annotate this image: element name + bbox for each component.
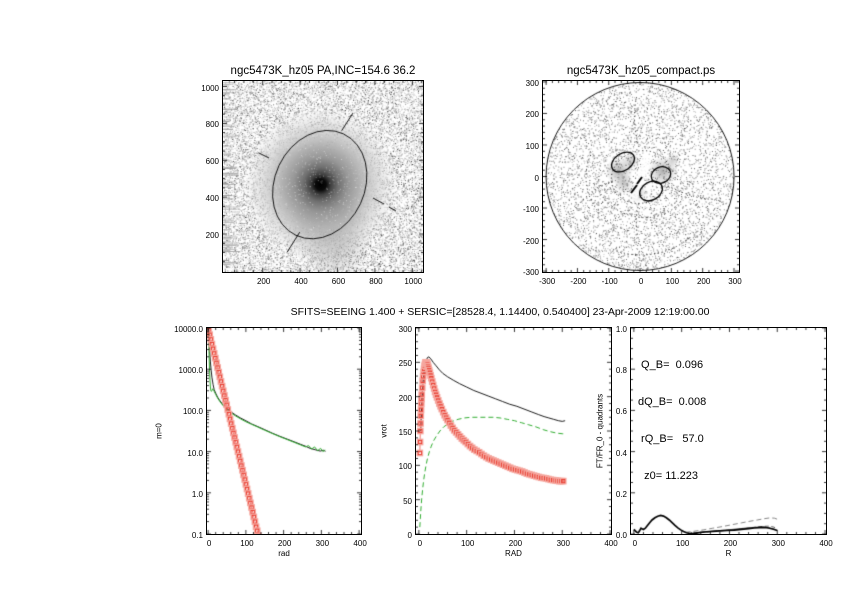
- tick-label: 100.0: [165, 407, 203, 416]
- galaxy-image-title: ngc5473K_hz05 PA,INC=154.6 36.2: [163, 65, 483, 77]
- tick-label: 600: [325, 277, 351, 286]
- profile-y-axis-label: m=0: [155, 423, 164, 439]
- tick-label: 10000.0: [165, 325, 203, 334]
- tick-label: 200: [691, 277, 717, 286]
- surface-brightness-panel: m=0 rad 0 100 200 300 400 10000.0 1000.0 100.0 1…: [206, 327, 362, 535]
- tick-label: 200: [502, 539, 528, 548]
- tick-label: 0.2: [609, 490, 627, 499]
- tick-label: 1.0: [609, 325, 627, 334]
- tick-label: 300: [309, 539, 335, 548]
- tick-label: 400: [288, 277, 314, 286]
- tick-label: -100: [597, 277, 623, 286]
- tick-label: 1.0: [165, 490, 203, 499]
- tick-label: 10.0: [165, 449, 203, 458]
- residual-map-canvas: [543, 81, 739, 272]
- rotation-curve-canvas: [416, 328, 611, 534]
- fit-param-z0: z0= 11.223: [638, 470, 706, 482]
- figure-page: ngc5473K_hz05 PA,INC=154.6 36.2 200 400 60…: [0, 0, 842, 595]
- residual-map-panel: ngc5473K_hz05_compact.ps -300 -200 -100 0 10…: [542, 80, 740, 273]
- tick-label: 0.0: [609, 531, 627, 540]
- fit-param-dqb: dQ_B= 0.008: [638, 396, 706, 408]
- tick-label: 300: [392, 325, 412, 334]
- tick-label: -300: [534, 277, 560, 286]
- tick-label: 0.6: [609, 407, 627, 416]
- tick-label: 800: [197, 120, 219, 129]
- tick-label: 0.1: [165, 531, 203, 540]
- tick-label: 0.4: [609, 449, 627, 458]
- rotation-curve-panel: vrot RAD 0 100 200 300 400 0 50 100 150 200 250 300: [415, 327, 612, 535]
- tick-label: 0.8: [609, 366, 627, 375]
- tick-label: 200: [392, 394, 412, 403]
- tick-label: 1000.0: [165, 366, 203, 375]
- fourier-quadrants-panel: FT/FR_0 - quadrants R Q_B= 0.096 dQ_B= 0…: [630, 327, 827, 535]
- tick-label: 100: [515, 142, 539, 151]
- rotation-x-axis-label: RAD: [416, 549, 611, 558]
- tick-label: 800: [363, 277, 389, 286]
- tick-label: 200: [717, 539, 743, 548]
- fourier-x-axis-label: R: [631, 549, 826, 558]
- tick-label: -300: [515, 268, 539, 277]
- tick-label: 400: [197, 194, 219, 203]
- fit-param-qb: Q_B= 0.096: [638, 359, 706, 371]
- tick-label: 250: [392, 359, 412, 368]
- tick-label: 600: [197, 157, 219, 166]
- tick-label: 400: [598, 539, 624, 548]
- tick-label: 200: [251, 277, 277, 286]
- tick-label: 150: [392, 428, 412, 437]
- tick-label: 100: [659, 277, 685, 286]
- tick-label: 0: [407, 539, 433, 548]
- tick-label: 300: [722, 277, 748, 286]
- fourier-y-axis-label: FT/FR_0 - quadrants: [596, 394, 605, 468]
- galaxy-image-panel: ngc5473K_hz05 PA,INC=154.6 36.2 200 400 60…: [222, 80, 424, 273]
- tick-label: 50: [392, 497, 412, 506]
- tick-label: 1000: [400, 277, 426, 286]
- galaxy-image-canvas: [223, 81, 423, 272]
- tick-label: 0: [196, 539, 222, 548]
- tick-label: 400: [347, 539, 373, 548]
- residual-map-title: ngc5473K_hz05_compact.ps: [483, 65, 799, 77]
- tick-label: 300: [515, 79, 539, 88]
- fit-summary-title: SFITS=SEEING 1.400 + SERSIC=[28528.4, 1.…: [240, 306, 760, 318]
- tick-label: 0: [622, 539, 648, 548]
- rotation-y-axis-label: vrot: [380, 424, 389, 437]
- tick-label: 100: [392, 462, 412, 471]
- profile-x-axis-label: rad: [207, 549, 361, 558]
- tick-label: 0: [392, 531, 412, 540]
- tick-label: 200: [515, 110, 539, 119]
- surface-brightness-canvas: [207, 328, 361, 534]
- tick-label: 0: [515, 174, 539, 183]
- tick-label: 1000: [197, 84, 219, 93]
- tick-label: 100: [234, 539, 260, 548]
- tick-label: 200: [272, 539, 298, 548]
- fit-parameters-block: Q_B= 0.096 dQ_B= 0.008 rQ_B= 57.0 z0= 11…: [638, 334, 706, 508]
- fit-param-rqb: rQ_B= 57.0: [638, 433, 706, 445]
- tick-label: -200: [515, 237, 539, 246]
- tick-label: 200: [197, 231, 219, 240]
- tick-label: 100: [455, 539, 481, 548]
- tick-label: 0: [628, 277, 654, 286]
- tick-label: 300: [550, 539, 576, 548]
- tick-label: -100: [515, 205, 539, 214]
- tick-label: 300: [765, 539, 791, 548]
- tick-label: 400: [813, 539, 839, 548]
- tick-label: 100: [670, 539, 696, 548]
- tick-label: -200: [565, 277, 591, 286]
